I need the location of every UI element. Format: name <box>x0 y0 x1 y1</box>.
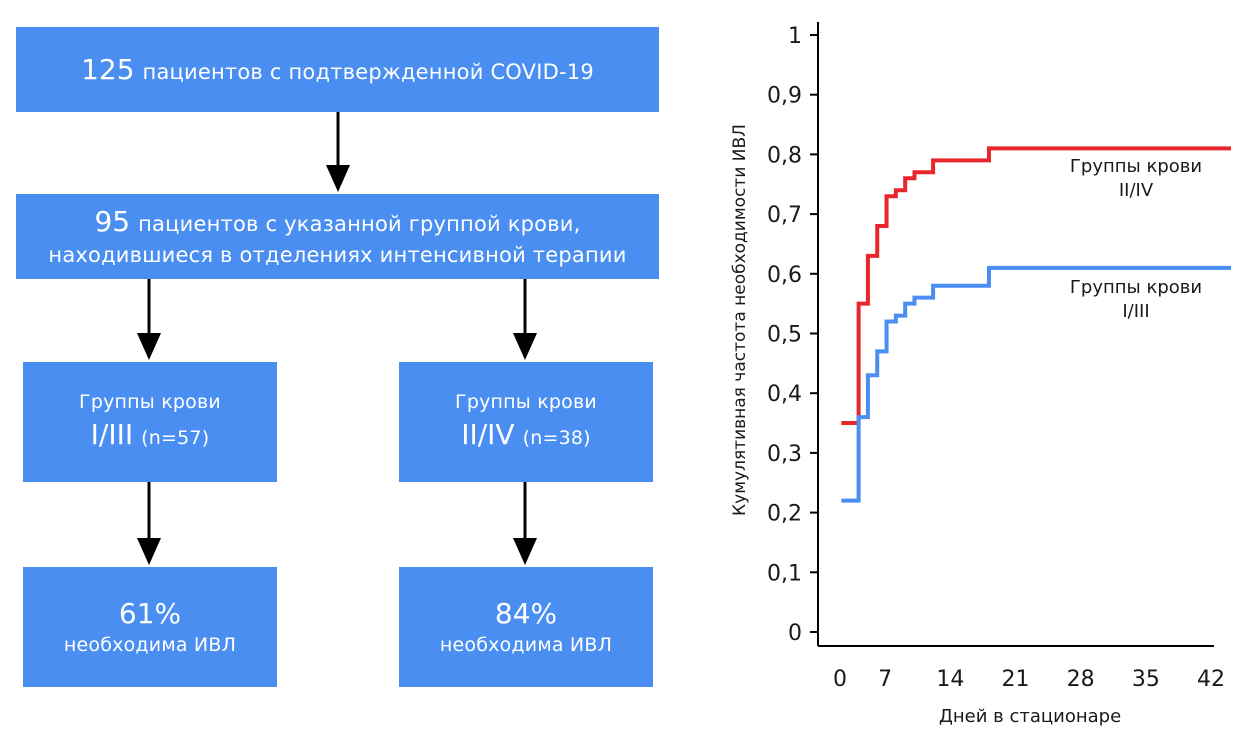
x-axis: 0 7 14 21 28 35 42 <box>818 645 1225 692</box>
x-tick-label: 28 <box>1067 667 1095 692</box>
blood-group-patients-line1: пациентов с указанной группой крови, <box>138 212 581 237</box>
flow-arrows <box>137 112 537 565</box>
y-tick-label: 0,7 <box>767 203 802 228</box>
group-i-iii-title: Группы крови <box>79 391 221 414</box>
box-result-i-iii: 61% необходима ИВЛ <box>23 567 277 687</box>
y-axis-label: Кумулятивная частота необходимости ИВЛ <box>730 124 750 516</box>
y-tick-label: 0,8 <box>767 143 802 168</box>
series-label-i-iii-line2: I/III <box>1122 301 1149 322</box>
series-ii-iv-line <box>841 146 1231 426</box>
x-tick-label: 14 <box>936 667 964 692</box>
total-patients-number: 125 <box>81 53 135 86</box>
x-tick-label: 42 <box>1197 667 1225 692</box>
arrow-right-to-result <box>513 482 537 565</box>
x-tick-label: 7 <box>878 667 892 692</box>
series-label-ii-iv-line2: II/IV <box>1119 180 1154 201</box>
group-i-iii-count: (n=57) <box>141 426 210 449</box>
blood-group-patients-number: 95 <box>94 205 131 239</box>
box-group-ii-iv: Группы крови II/IV (n=38) <box>399 362 653 482</box>
arrow-second-to-left <box>137 279 161 360</box>
result-ii-iv-text: необходима ИВЛ <box>439 634 613 657</box>
y-tick-label: 0,5 <box>767 323 802 348</box>
box-group-i-iii: Группы крови I/III (n=57) <box>23 362 277 482</box>
result-ii-iv-percent: 84% <box>494 597 558 631</box>
cumulative-incidence-chart: 0 0,1 0,2 0,3 0,4 0,5 0,6 0,7 0,8 0,9 1 0 7 14 21 28 35… <box>730 22 1231 727</box>
arrow-left-to-result <box>137 482 161 565</box>
x-tick-label: 35 <box>1132 667 1160 692</box>
y-axis: 0 0,1 0,2 0,3 0,4 0,5 0,6 0,7 0,8 0,9 1 <box>767 22 819 646</box>
y-tick-label: 0,9 <box>767 84 802 109</box>
group-ii-iv-title: Группы крови <box>455 391 597 414</box>
group-i-iii-label: I/III <box>90 417 134 451</box>
result-i-iii-text: необходима ИВЛ <box>63 634 237 657</box>
y-tick-label: 0,2 <box>767 502 802 527</box>
series-label-i-iii-line1: Группы крови <box>1070 277 1202 298</box>
y-tick-label: 0,1 <box>767 561 802 586</box>
y-tick-label: 0,4 <box>767 382 802 407</box>
result-i-iii-percent: 61% <box>118 597 182 631</box>
series-label-ii-iv-line1: Группы крови <box>1070 156 1202 177</box>
y-tick-label: 0 <box>788 621 802 646</box>
x-tick-label: 0 <box>833 667 847 692</box>
box-result-ii-iv: 84% необходима ИВЛ <box>399 567 653 687</box>
group-ii-iv-label: II/IV <box>461 417 515 451</box>
x-tick-label: 21 <box>1002 667 1030 692</box>
arrow-top-to-second <box>326 112 350 192</box>
arrow-second-to-right <box>513 279 537 360</box>
y-tick-label: 0,6 <box>767 263 802 288</box>
box-blood-group-patients: 95 пациентов с указанной группой крови, … <box>16 194 659 279</box>
y-tick-label: 1 <box>788 24 802 49</box>
blood-group-patients-line2: находившиеся в отделениях интенсивной те… <box>48 243 627 268</box>
total-patients-text: пациентов с подтвержденной COVID-19 <box>142 60 594 84</box>
box-total-patients: 125 пациентов с подтвержденной COVID-19 <box>16 27 659 112</box>
series-i-iii-line <box>841 265 1231 503</box>
series-layer <box>841 146 1231 503</box>
y-tick-label: 0,3 <box>767 442 802 467</box>
x-axis-label: Дней в стационаре <box>939 706 1121 727</box>
group-ii-iv-count: (n=38) <box>522 426 591 449</box>
